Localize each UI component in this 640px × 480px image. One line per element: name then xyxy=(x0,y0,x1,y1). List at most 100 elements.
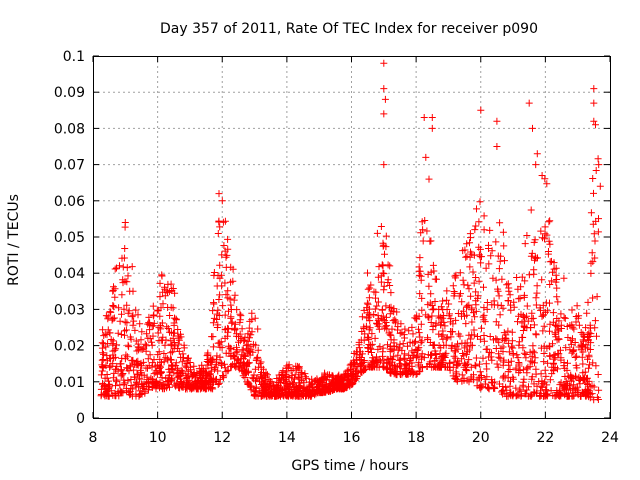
data-point xyxy=(590,99,598,107)
data-point xyxy=(298,376,306,384)
data-point xyxy=(109,360,117,368)
data-point xyxy=(373,302,381,310)
data-point xyxy=(552,322,560,329)
data-point xyxy=(130,317,138,325)
data-point xyxy=(221,360,228,368)
data-point xyxy=(386,354,394,362)
data-point xyxy=(157,304,165,312)
data-point xyxy=(540,350,548,357)
data-point xyxy=(97,371,105,379)
data-point xyxy=(123,387,130,395)
data-point xyxy=(291,371,299,379)
data-point xyxy=(376,343,384,351)
data-point xyxy=(251,391,258,399)
data-point xyxy=(253,354,261,362)
data-point xyxy=(586,321,594,329)
data-point xyxy=(363,299,371,307)
data-point xyxy=(225,307,232,315)
data-point xyxy=(568,306,576,314)
y-tick-label: 0.06 xyxy=(54,194,85,210)
data-point xyxy=(401,334,408,342)
data-point xyxy=(476,245,484,253)
data-point xyxy=(585,364,593,372)
data-point xyxy=(546,327,553,335)
data-point xyxy=(448,341,456,349)
data-point xyxy=(431,357,439,365)
data-point xyxy=(575,321,583,329)
data-point xyxy=(243,363,251,371)
data-point xyxy=(375,315,382,323)
data-point xyxy=(118,310,125,318)
data-point xyxy=(417,276,425,284)
data-point xyxy=(393,308,401,316)
data-point xyxy=(143,330,151,338)
data-point xyxy=(515,386,523,394)
data-point xyxy=(498,275,506,283)
x-tick-label: 20 xyxy=(472,430,490,446)
data-point xyxy=(439,297,447,305)
data-point xyxy=(161,285,169,293)
data-point xyxy=(504,327,512,335)
data-point xyxy=(374,273,382,281)
data-point xyxy=(222,368,230,376)
data-point xyxy=(205,383,213,391)
data-point xyxy=(190,362,198,370)
data-point xyxy=(583,387,591,395)
data-point xyxy=(500,329,508,337)
data-point xyxy=(116,317,124,325)
data-point xyxy=(465,301,473,309)
y-tick-label: 0 xyxy=(76,411,85,427)
data-point xyxy=(546,299,553,307)
data-point xyxy=(578,353,586,361)
data-point xyxy=(463,252,471,260)
data-point xyxy=(570,346,578,354)
data-point xyxy=(580,332,588,340)
data-point xyxy=(472,307,480,315)
data-point xyxy=(432,319,440,327)
data-point xyxy=(158,272,166,280)
data-point xyxy=(514,318,521,326)
data-point xyxy=(519,366,527,374)
data-point xyxy=(417,229,425,237)
data-point xyxy=(537,227,545,235)
data-point xyxy=(132,381,140,389)
data-point xyxy=(232,362,240,370)
data-point xyxy=(481,375,489,383)
data-point xyxy=(456,269,464,277)
data-point xyxy=(206,370,214,378)
data-point xyxy=(530,388,538,396)
data-point xyxy=(112,382,119,390)
data-point xyxy=(113,377,121,385)
data-point xyxy=(211,365,218,373)
data-point xyxy=(480,283,487,291)
data-points xyxy=(97,59,604,404)
data-point xyxy=(370,311,378,318)
data-point xyxy=(527,357,535,365)
data-point xyxy=(412,346,420,354)
data-point xyxy=(541,230,549,238)
data-point xyxy=(170,321,178,329)
data-point xyxy=(329,380,337,388)
data-point xyxy=(541,223,549,231)
data-point xyxy=(528,373,536,381)
data-point xyxy=(546,376,554,384)
data-point xyxy=(478,383,486,391)
data-point xyxy=(450,288,458,295)
data-point xyxy=(492,318,500,326)
data-point xyxy=(595,386,603,394)
data-point xyxy=(160,350,168,357)
data-point xyxy=(359,359,367,366)
data-point xyxy=(218,282,226,290)
data-point xyxy=(138,381,146,389)
data-point xyxy=(424,336,432,343)
data-point xyxy=(156,369,164,377)
data-point xyxy=(493,360,501,368)
data-point xyxy=(386,282,394,289)
data-point xyxy=(121,355,129,363)
data-point xyxy=(116,389,124,397)
data-point xyxy=(244,359,252,367)
data-point xyxy=(514,391,522,399)
data-point xyxy=(463,302,471,310)
data-point xyxy=(515,338,523,346)
data-point xyxy=(483,305,491,313)
